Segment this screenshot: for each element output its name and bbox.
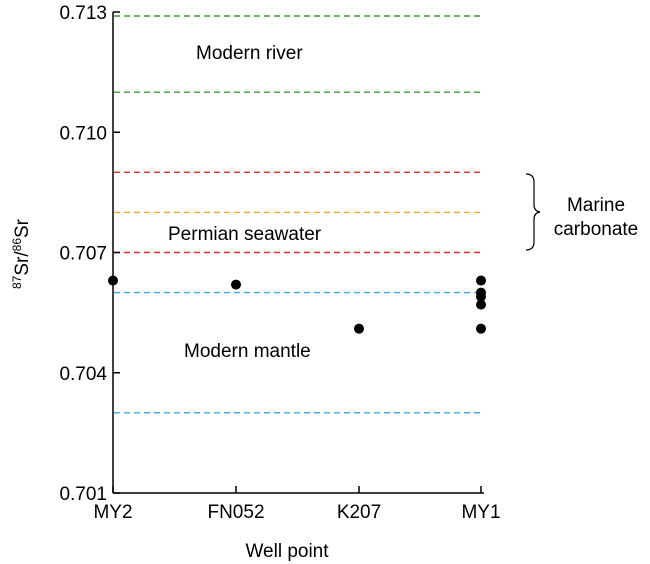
permian-seawater-label: Permian seawater	[168, 224, 322, 245]
data-points	[108, 275, 486, 334]
marine-carbonate-label-line2: carbonate	[554, 219, 639, 240]
x-tick-label: K207	[337, 502, 381, 523]
y-tick-label: 0.707	[59, 244, 107, 265]
data-point	[476, 275, 486, 286]
data-point	[476, 299, 486, 310]
y-tick-label: 0.713	[59, 3, 107, 24]
data-point	[108, 275, 118, 286]
y-axis-title-sr-tail: Sr	[12, 218, 33, 238]
data-point	[476, 323, 486, 334]
x-tick-label: MY1	[461, 502, 500, 523]
marine-carbonate-label-line1: Marine	[567, 195, 625, 216]
y-axis-title-sup-87: 87	[10, 275, 24, 289]
y-tick-label: 0.701	[59, 484, 107, 505]
marine-carbonate-brace	[525, 173, 541, 251]
reference-lines	[114, 15, 484, 414]
data-point	[354, 323, 364, 334]
y-axis-title-sup-86: 86	[10, 238, 24, 252]
x-ticks: MY2 FN052 K207 MY1	[93, 486, 501, 523]
data-point	[231, 279, 241, 290]
data-point	[476, 291, 486, 302]
y-axis-title-sr: Sr/	[12, 251, 33, 276]
x-tick-label: MY2	[93, 502, 132, 523]
modern-mantle-label: Modern mantle	[184, 341, 311, 362]
y-tick-label: 0.704	[59, 364, 107, 385]
modern-river-label: Modern river	[196, 43, 303, 64]
y-ticks: 0.701 0.704 0.707 0.710 0.713	[59, 3, 120, 505]
x-axis-title: Well point	[245, 541, 329, 562]
y-axis-title: 87Sr/86Sr	[10, 218, 33, 289]
y-tick-label: 0.710	[59, 123, 107, 144]
x-tick-label: FN052	[207, 502, 264, 523]
